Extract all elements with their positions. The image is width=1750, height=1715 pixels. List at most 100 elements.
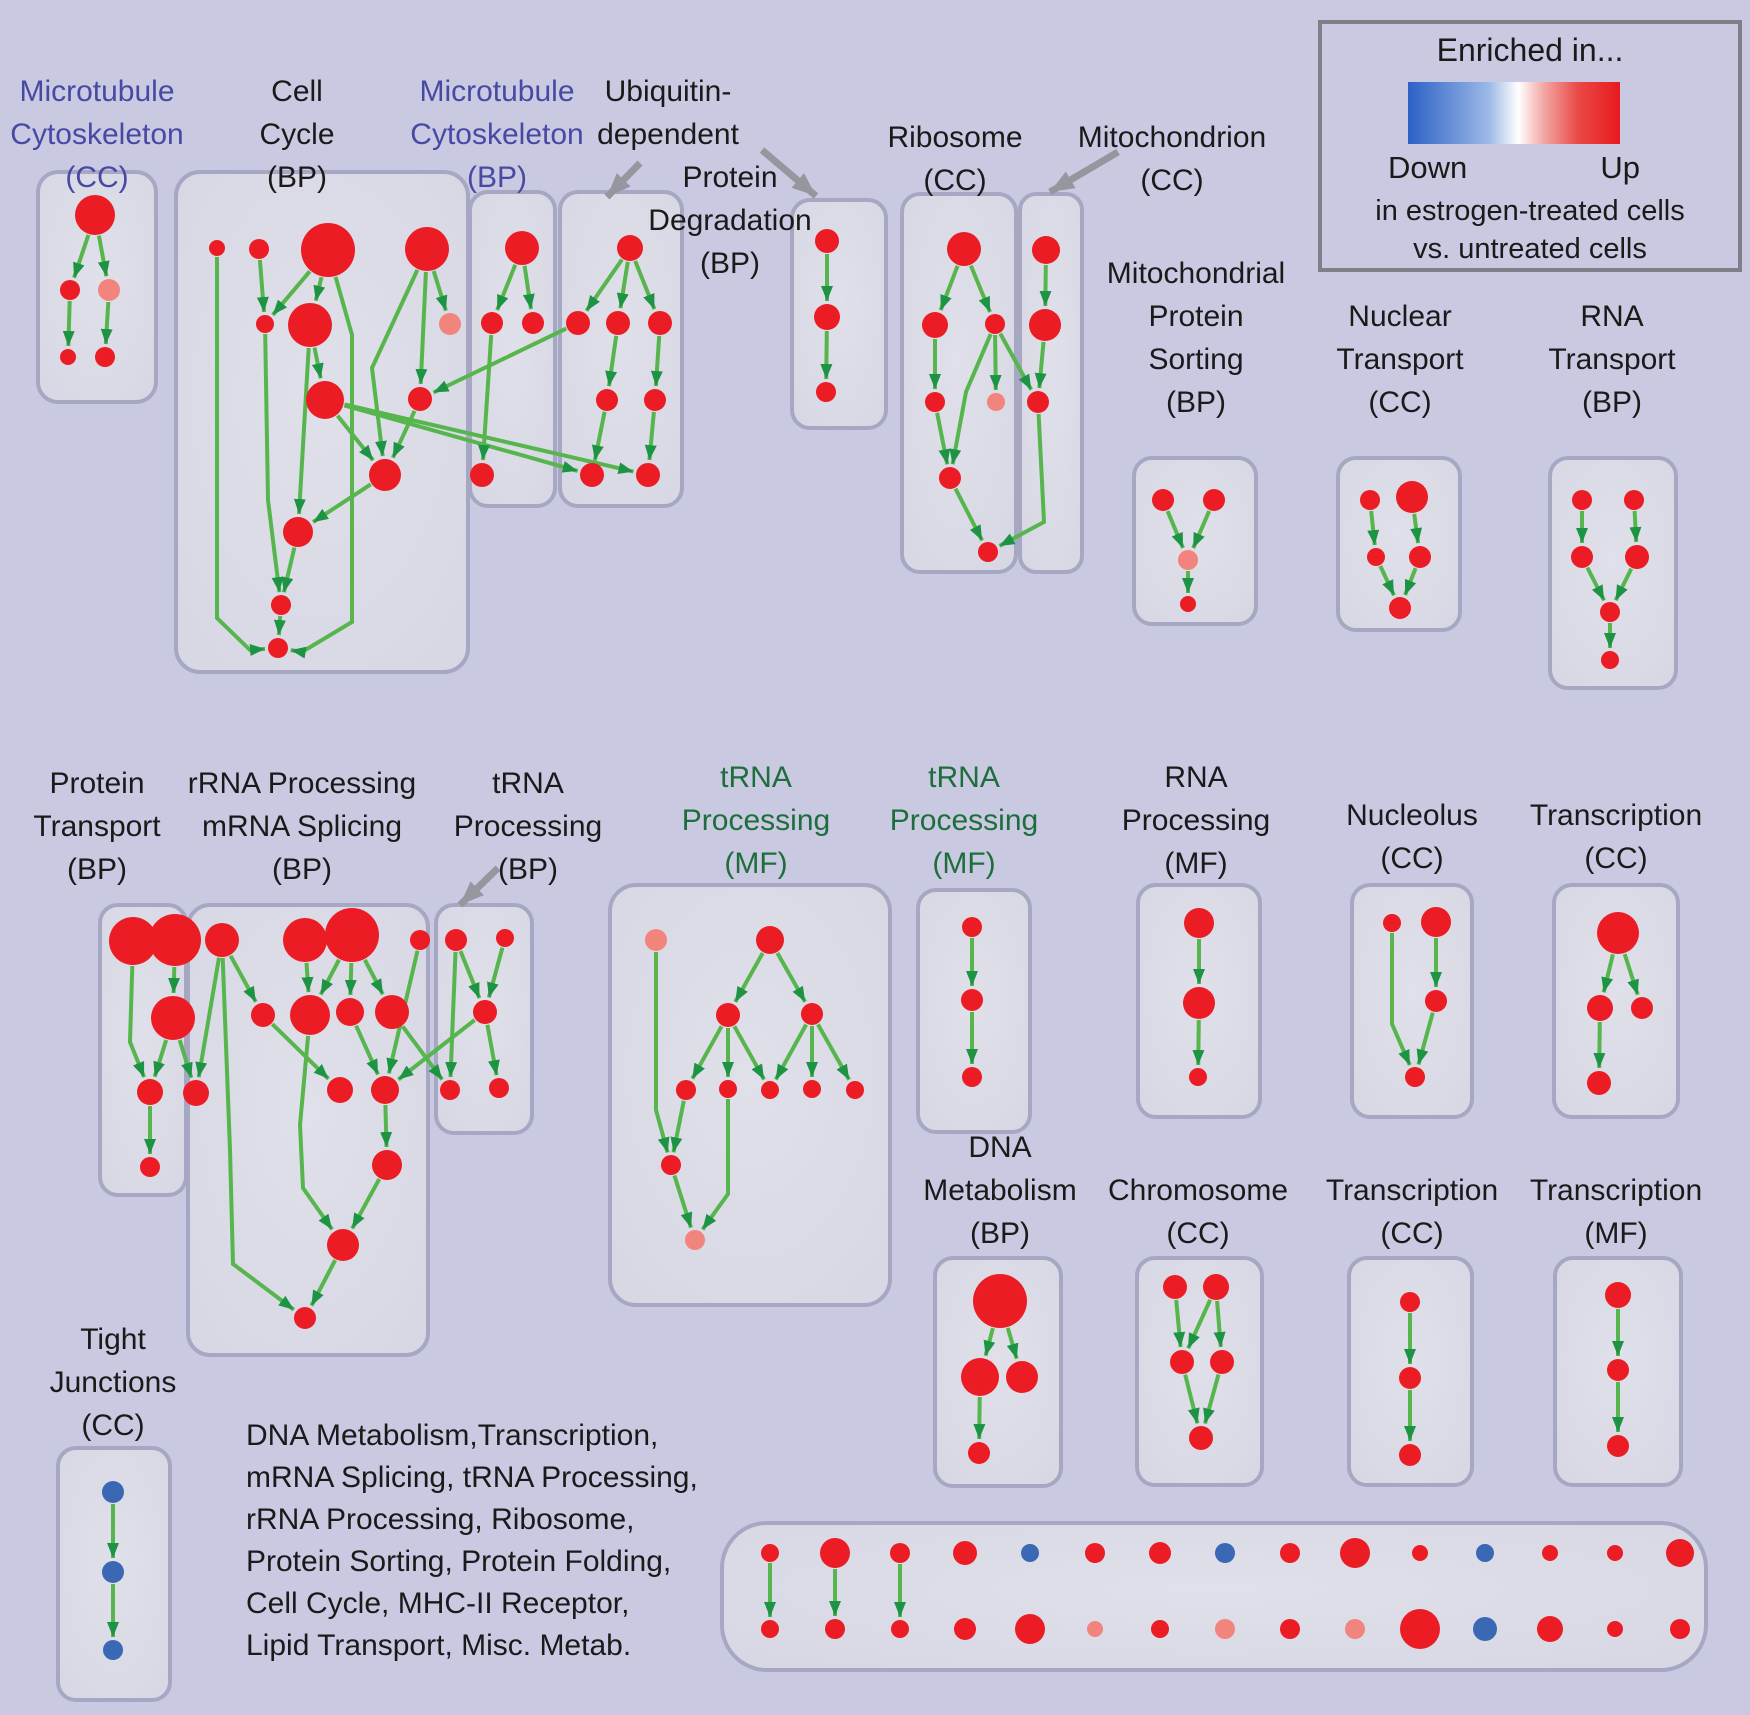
label-transcription-mf: Transcription (MF) bbox=[1529, 1174, 1703, 1250]
go-term-node bbox=[1572, 490, 1592, 510]
enrichment-edge bbox=[458, 950, 482, 999]
go-term-node bbox=[1631, 997, 1653, 1019]
enrichment-edge bbox=[195, 957, 221, 1078]
go-term-node bbox=[1163, 1275, 1187, 1299]
go-term-node bbox=[816, 382, 836, 402]
enrichment-edge bbox=[989, 334, 1002, 391]
go-term-node bbox=[336, 998, 364, 1026]
go-term-node bbox=[1571, 546, 1593, 568]
go-term-node bbox=[962, 1067, 982, 1087]
enrichment-edge bbox=[273, 615, 286, 636]
enrichment-edge bbox=[522, 265, 535, 310]
enrichment-edge bbox=[401, 1025, 444, 1081]
go-term-node bbox=[1405, 1067, 1425, 1087]
go-term-node bbox=[1215, 1543, 1235, 1563]
go-term-node bbox=[1473, 1617, 1497, 1641]
enrichment-edge bbox=[228, 954, 258, 1003]
go-term-node bbox=[1032, 236, 1060, 264]
go-term-node bbox=[1215, 1619, 1235, 1639]
enrichment-edge bbox=[1403, 567, 1418, 596]
go-term-node bbox=[645, 929, 667, 951]
enrichment-edge bbox=[397, 1018, 476, 1082]
label-pointer-arrow bbox=[759, 147, 819, 199]
go-term-node bbox=[95, 347, 115, 367]
enrichment-edge bbox=[485, 1024, 500, 1076]
enrichment-edge bbox=[1034, 341, 1047, 389]
go-term-node bbox=[890, 1543, 910, 1563]
enrichment-edge bbox=[344, 402, 634, 475]
label-miscellaneous-list: DNA Metabolism,Transcription, mRNA Splic… bbox=[246, 1419, 698, 1662]
enrichment-edge bbox=[644, 411, 657, 461]
go-term-node bbox=[1087, 1621, 1103, 1637]
legend-axis-labels: Down Up bbox=[1388, 150, 1640, 186]
go-term-node bbox=[103, 1640, 123, 1660]
enrichment-edge bbox=[774, 1023, 808, 1081]
go-term-node bbox=[846, 1081, 864, 1099]
go-term-node bbox=[961, 989, 983, 1011]
go-term-node bbox=[1412, 1545, 1428, 1561]
go-term-node bbox=[1670, 1619, 1690, 1639]
box-miscellaneous-terms bbox=[720, 1521, 1708, 1672]
go-term-node bbox=[596, 389, 618, 411]
enrichment-edge bbox=[281, 547, 297, 593]
label-protein-transport-bp: Protein Transport (BP) bbox=[33, 767, 161, 886]
go-term-node bbox=[606, 311, 630, 335]
go-term-node bbox=[183, 1080, 209, 1106]
label-pointer-arrow bbox=[604, 160, 643, 200]
enrichment-edge bbox=[270, 1022, 330, 1081]
enrichment-edge bbox=[605, 335, 619, 387]
enrichment-edge bbox=[311, 347, 324, 379]
go-term-node bbox=[60, 280, 80, 300]
enrichment-edge bbox=[312, 482, 372, 524]
go-term-node bbox=[1399, 1367, 1421, 1389]
go-term-node bbox=[1600, 602, 1620, 622]
box-trna-processing-mf-1 bbox=[608, 883, 892, 1307]
go-term-node bbox=[922, 312, 948, 338]
enrichment-edge bbox=[1416, 1012, 1435, 1066]
enrichment-edge bbox=[335, 414, 375, 462]
label-mitochondrion-cc: Mitochondrion (CC) bbox=[1077, 121, 1267, 197]
go-term-node bbox=[1280, 1619, 1300, 1639]
go-term-node bbox=[60, 349, 76, 365]
go-term-node bbox=[327, 1229, 359, 1261]
go-term-node bbox=[566, 311, 590, 335]
enrichment-edge bbox=[344, 962, 357, 996]
go-term-node bbox=[1149, 1542, 1171, 1564]
go-term-node bbox=[256, 315, 274, 333]
go-term-node bbox=[1203, 1274, 1229, 1300]
go-term-node bbox=[1280, 1543, 1300, 1563]
go-term-node bbox=[973, 1274, 1027, 1328]
enrichment-edge bbox=[1191, 510, 1212, 549]
go-term-node bbox=[801, 1003, 823, 1025]
enrichment-edge bbox=[670, 1100, 686, 1153]
box-nucleolus-cc bbox=[1350, 883, 1474, 1119]
go-term-node bbox=[644, 389, 666, 411]
enrichment-edge bbox=[318, 958, 341, 996]
go-term-node bbox=[1180, 596, 1196, 612]
go-term-node bbox=[1170, 1350, 1194, 1374]
label-microtubule-cytoskeleton-bp: Microtubule Cytoskeleton (BP) bbox=[410, 75, 584, 194]
go-term-node bbox=[947, 232, 981, 266]
go-term-node bbox=[408, 387, 432, 411]
label-trna-processing-bp: tRNA Processing (BP) bbox=[453, 767, 603, 886]
label-dna-metabolism-bp: DNA Metabolism (BP) bbox=[923, 1131, 1077, 1250]
enrichment-edge bbox=[953, 487, 984, 542]
go-term-node bbox=[470, 463, 494, 487]
go-term-node bbox=[325, 908, 379, 962]
go-term-node bbox=[481, 312, 503, 334]
label-transcription-cc-bottom: Transcription (CC) bbox=[1325, 1174, 1499, 1250]
go-term-node bbox=[939, 467, 961, 489]
enrichment-edge bbox=[1585, 566, 1606, 602]
go-term-node bbox=[290, 995, 330, 1035]
go-term-node bbox=[1421, 907, 1451, 937]
enrichment-edge bbox=[1601, 953, 1615, 993]
label-chromosome-cc: Chromosome (CC) bbox=[1107, 1174, 1289, 1250]
enrichment-edge bbox=[62, 300, 75, 347]
go-term-node bbox=[271, 595, 291, 615]
legend-down-label: Down bbox=[1388, 150, 1468, 185]
enrichment-edge bbox=[363, 958, 385, 996]
go-term-node bbox=[961, 1358, 999, 1396]
go-term-node bbox=[978, 542, 998, 562]
